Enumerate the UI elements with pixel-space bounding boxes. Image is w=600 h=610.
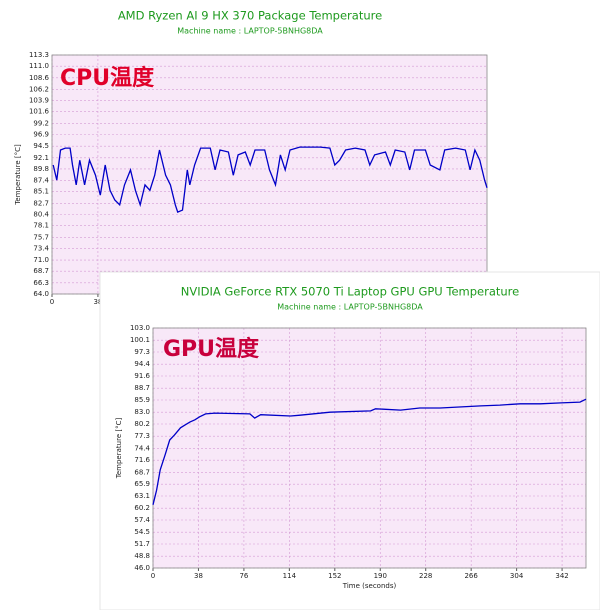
- y-tick-label: 68.7: [134, 468, 150, 476]
- data-line: [152, 398, 587, 505]
- x-axis-label: Time (seconds): [342, 582, 397, 590]
- data-line: [52, 146, 488, 213]
- y-tick-label: 78.1: [33, 222, 49, 230]
- y-tick-label: 92.1: [33, 154, 49, 162]
- y-tick-label: 94.5: [33, 142, 49, 150]
- y-tick-label: 73.4: [33, 244, 49, 252]
- y-tick-label: 83.0: [134, 408, 150, 416]
- y-tick-label: 64.0: [33, 290, 49, 298]
- y-tick-label: 106.2: [29, 85, 49, 93]
- plot-area: [52, 55, 487, 294]
- y-tick-label: 94.4: [134, 360, 150, 368]
- y-tick-label: 103.0: [130, 324, 150, 332]
- y-tick-label: 91.6: [134, 372, 150, 380]
- y-tick-label: 57.4: [134, 516, 150, 524]
- y-tick-label: 54.5: [134, 528, 150, 536]
- x-tick-label: 228: [419, 572, 432, 580]
- annotation: CPU温度: [60, 65, 155, 91]
- y-tick-label: 66.3: [33, 279, 49, 287]
- x-tick-label: 304: [510, 572, 524, 580]
- y-tick-label: 100.1: [130, 336, 150, 344]
- x-tick-label: 38: [93, 298, 102, 306]
- y-tick-label: 85.1: [33, 188, 49, 196]
- y-tick-label: 80.4: [33, 210, 49, 218]
- y-tick-label: 88.7: [134, 384, 150, 392]
- chart-subtitle: Machine name : LAPTOP-5BNHG8DA: [277, 303, 423, 312]
- y-tick-label: 99.2: [33, 119, 49, 127]
- y-tick-label: 87.4: [33, 177, 49, 185]
- y-tick-label: 74.4: [134, 444, 150, 452]
- y-tick-label: 63.1: [134, 492, 150, 500]
- y-tick-label: 82.7: [33, 199, 49, 207]
- chart-subtitle: Machine name : LAPTOP-5BNHG8DA: [177, 27, 323, 36]
- y-tick-label: 80.2: [134, 420, 150, 428]
- y-tick-label: 77.3: [134, 432, 150, 440]
- x-tick-label: 114: [283, 572, 297, 580]
- x-tick-label: 0: [50, 298, 54, 306]
- y-tick-label: 108.6: [29, 74, 50, 82]
- chart-title: NVIDIA GeForce RTX 5070 Ti Laptop GPU GP…: [181, 285, 519, 299]
- x-tick-label: 342: [555, 572, 568, 580]
- y-tick-label: 71.0: [33, 256, 49, 264]
- y-tick-label: 89.8: [33, 165, 49, 173]
- y-tick-label: 111.0: [29, 62, 49, 70]
- y-tick-label: 51.7: [134, 540, 150, 548]
- y-tick-label: 103.9: [29, 97, 49, 105]
- y-tick-label: 46.0: [134, 564, 150, 572]
- x-tick-label: 0: [151, 572, 155, 580]
- y-axis-label: Temperature [°C]: [115, 418, 123, 480]
- y-tick-label: 68.7: [33, 267, 49, 275]
- y-tick-label: 113.3: [29, 51, 49, 59]
- y-tick-label: 48.8: [134, 552, 150, 560]
- y-tick-label: 97.3: [134, 348, 150, 356]
- y-tick-label: 96.9: [33, 131, 49, 139]
- y-tick-label: 65.9: [134, 480, 150, 488]
- y-tick-label: 75.7: [33, 233, 49, 241]
- plot-area: [153, 328, 586, 568]
- y-axis-label: Temperature [°C]: [14, 144, 22, 206]
- x-tick-label: 38: [194, 572, 203, 580]
- x-tick-label: 152: [328, 572, 341, 580]
- y-tick-label: 60.2: [134, 504, 150, 512]
- x-tick-label: 76: [239, 572, 248, 580]
- annotation: GPU温度: [163, 336, 260, 362]
- x-tick-label: 190: [374, 572, 387, 580]
- chart-title: AMD Ryzen AI 9 HX 370 Package Temperatur…: [118, 9, 382, 23]
- y-tick-label: 101.6: [29, 108, 50, 116]
- plot-frame: [152, 327, 587, 569]
- y-tick-label: 85.9: [134, 396, 150, 404]
- x-tick-label: 266: [464, 572, 478, 580]
- y-tick-label: 71.6: [134, 456, 150, 464]
